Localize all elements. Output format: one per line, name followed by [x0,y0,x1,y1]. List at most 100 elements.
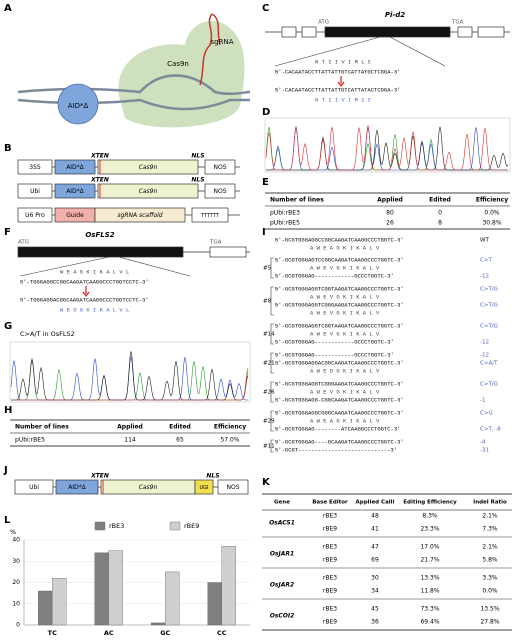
label: Ubi [29,484,39,491]
label: TTTTTT [200,213,220,219]
label: C>A/T in OsFLS2 [20,330,75,338]
label: 11.8% [420,588,439,595]
label: 5'-GCGTGGGAG----GCAAGATCAAGGCCCTGGTC-3' [275,438,404,445]
label: C>T/G [480,382,498,388]
zoom-line [118,256,191,277]
exon [324,26,451,38]
construct-part [94,207,186,223]
label: A W E A G K I K A L V [310,244,380,251]
panel-letter: F [4,227,11,238]
bar [108,550,123,626]
label: C>G [480,411,493,417]
y-axis-label: % [10,528,16,536]
label: Cas9n [139,164,158,171]
bar [151,622,166,626]
label: sgRNA scaffold [117,212,162,219]
label: 41 [371,526,379,533]
label: 57.0% [220,437,239,444]
legend-swatch [169,521,181,531]
trace [11,371,249,401]
panel-letter: C [262,3,269,14]
label: Applied Calli [356,500,395,506]
label: OsFLS2 [85,231,114,239]
label: 5'-GCGTGGGAGGCGGGCAAGATCAAGGCCCTGGTC-3' [275,409,404,416]
label: 5'-GCGTGGGAG------------GCCCTGGTC-3' [275,272,394,279]
group-bracket [270,439,274,453]
label: NOS [226,484,239,491]
label: 5'-GCGTGGGAGGTCGGGAAGATCAAGGCCCTGGTC-3' [275,301,404,308]
label: 30.8% [482,220,501,227]
construct-part [17,183,53,199]
label: A W E V G K I K A L V [310,309,380,316]
construct-part [17,207,53,223]
label: Editing Efficiency [403,500,457,506]
label: A W E V G K I K A L V [310,264,380,271]
label: rBE9 [323,526,337,533]
label: 5'-CACAATACCTTATTATTGTCATTATGCTCGGA-3' [275,68,400,75]
bar [165,571,180,626]
label: A W E V G K I K A L V [310,293,380,300]
x-tick-label: CC [217,629,227,637]
label: W E D G K I K A L V L [60,306,129,313]
label: A W E D G K I K A L V [310,367,380,374]
exon [457,26,473,38]
label: OsCOI2 [270,613,295,620]
label: ATG [318,20,329,26]
group-bracket [270,286,274,316]
label: Edited [169,424,191,431]
label: 69.4% [420,619,439,626]
label: XTEN [90,473,109,480]
bar [207,582,222,626]
construct-part [97,183,199,199]
panel-letter: L [4,515,11,526]
construct-part [55,479,99,495]
label: 17.0% [420,544,439,551]
label: OsJAR2 [270,582,294,589]
exon [209,246,247,258]
trace [266,126,509,171]
construct-part [54,159,96,175]
construct-part [14,479,54,495]
panel-letter: G [4,321,12,332]
label: rBE9 [323,619,337,626]
group-bracket [270,323,274,345]
label: 5'-GCGTGGGAGGACGGCAAGATCAAGGCCCTGGTC-3' [275,359,404,366]
group-bracket [270,410,274,432]
label: NLS [206,473,219,480]
zoom-line [19,256,110,277]
label: 27.8% [480,619,499,626]
legend-label: rBE3 [109,522,124,530]
exon [301,26,317,38]
label: Gene [274,500,290,506]
label: 5'-GCGTGGGAG--------ATCAAGGCCCTGGTC-3' [275,425,400,432]
label: 0 [438,210,442,217]
label: 69 [371,557,379,564]
legend-label: rBE9 [184,522,199,530]
label: 7.3% [482,526,498,533]
group-bracket [270,381,274,403]
label: Cas9n [139,484,158,491]
label: 47 [371,544,379,551]
construct-part [191,207,229,223]
label: 13.3% [420,575,439,582]
label: 35S [29,164,41,171]
group-bracket [270,257,274,279]
bar [221,546,236,626]
label: AID*Δ [66,164,84,171]
label: pUbi:rBE5 [15,437,45,444]
label: 34 [371,588,379,595]
label: rBE3 [323,606,337,613]
panel-letter: E [262,177,269,188]
label: rBE3 [323,544,337,551]
x-tick-label: TC [48,629,57,637]
label: 114 [124,437,136,444]
cas9-shape [118,21,245,128]
label: NOS [213,164,226,171]
x-tick-label: GC [160,629,170,637]
label: AID*Δ [68,484,86,491]
label: A W E V G K I K A L V [310,330,380,337]
label: Number of lines [15,424,69,431]
panel-letter: A [4,3,12,14]
label: C>T/G [480,287,498,293]
